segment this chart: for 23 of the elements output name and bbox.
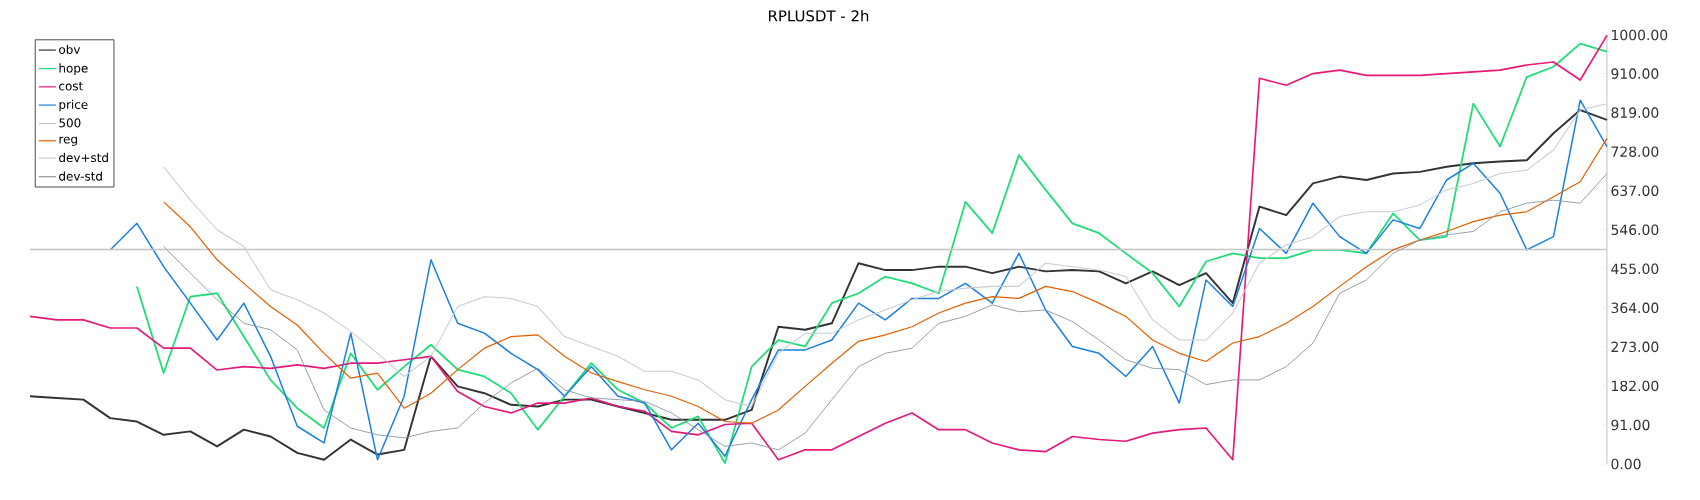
legend-label: price [59, 99, 88, 112]
line-series [163, 137, 1608, 424]
y-tick-label: 455.00 [1611, 263, 1659, 275]
legend-label: dev+std [59, 152, 108, 163]
legend-label: reg [59, 136, 77, 146]
y-tick-label: 273.00 [1611, 341, 1659, 353]
legend-label: hope [59, 63, 88, 75]
y-tick-label: 910.00 [1611, 68, 1659, 79]
y-tick-label: 182.00 [1612, 380, 1659, 392]
y-tick-label: 819.00 [1611, 107, 1659, 118]
y-tick-label: 546.00 [1611, 224, 1659, 236]
line-series [163, 103, 1608, 408]
y-tick-label: 0.00 [1611, 458, 1641, 470]
y-tick-label: 637.00 [1611, 185, 1659, 196]
legend-label: dev-std [59, 171, 102, 181]
y-tick-label: 364.00 [1611, 302, 1659, 314]
chart-title: RPLUSDT - 2h [768, 9, 869, 22]
legend-label: cost [59, 81, 83, 91]
y-tick-label: 1000.00 [1612, 29, 1668, 41]
y-tick-label: 728.00 [1611, 146, 1659, 157]
legend-label: obv [59, 44, 81, 55]
legend-label: 500 [59, 118, 81, 128]
y-tick-label: 91.00 [1611, 419, 1650, 431]
